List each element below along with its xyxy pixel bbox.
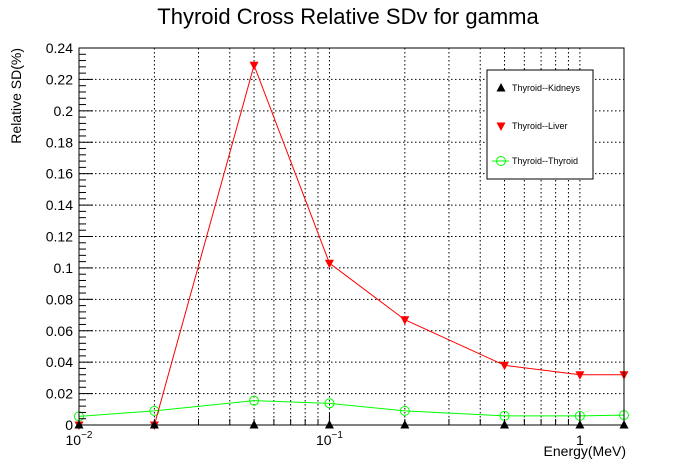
- data-point: [575, 371, 585, 380]
- legend-entry: Thyroid--Liver: [496, 121, 568, 131]
- y-axis-label: Relative SD(%): [8, 48, 24, 144]
- legend: Thyroid--Kidneys Thyroid--Liver Thyroid--T…: [486, 69, 594, 180]
- data-point: [500, 361, 510, 371]
- y-tick-label: 0.18: [46, 134, 73, 150]
- x-tick-label: 10−2: [66, 430, 93, 448]
- y-tick-label: 0.08: [46, 291, 73, 307]
- data-point: [249, 61, 259, 71]
- series-line: [79, 63, 624, 426]
- legend-marker: [496, 156, 506, 166]
- y-tick-label: 0.16: [46, 166, 73, 182]
- legend-label: Thyroid--Kidneys: [512, 83, 581, 93]
- legend-entry: Thyroid--Thyroid: [492, 156, 578, 166]
- legend-entry: Thyroid--Kidneys: [496, 83, 581, 93]
- data-point: [399, 405, 410, 416]
- legend-marker: [496, 83, 506, 92]
- series-thyroid-liver: [74, 61, 629, 430]
- x-tick-label: 1: [576, 432, 584, 448]
- legend-marker: [496, 122, 506, 131]
- x-tick-label: 10−1: [316, 430, 343, 448]
- axes: 0 0.02 0.04 0.06 0.08 0.1 0.12 0.14 0.16 0.18 0.2 0…: [46, 40, 584, 448]
- legend-label: Thyroid--Thyroid: [512, 156, 578, 166]
- y-tick-label: 0.2: [54, 103, 74, 119]
- series-line: [78, 400, 625, 417]
- y-tick-label: 0.22: [46, 71, 73, 87]
- grid: [78, 48, 624, 425]
- y-tick-label: 0.12: [46, 229, 73, 245]
- chart-title: Thyroid Cross Relative SDv for gamma: [157, 4, 539, 29]
- y-tick-label: 0.24: [46, 40, 73, 56]
- y-tick-label: 0: [65, 417, 73, 433]
- y-tick-label: 0.04: [46, 354, 73, 370]
- data-point: [324, 398, 335, 409]
- data-point: [149, 405, 160, 416]
- y-tick-label: 0.06: [46, 323, 73, 339]
- y-tick-label: 0.02: [46, 386, 73, 402]
- y-tick-label: 0.1: [54, 260, 74, 276]
- legend-label: Thyroid--Liver: [512, 121, 568, 131]
- data-point: [400, 316, 410, 325]
- data-point: [249, 395, 260, 406]
- y-tick-label: 0.14: [46, 197, 73, 213]
- data-point: [324, 259, 334, 269]
- x-axis-label: Energy(MeV): [544, 443, 626, 459]
